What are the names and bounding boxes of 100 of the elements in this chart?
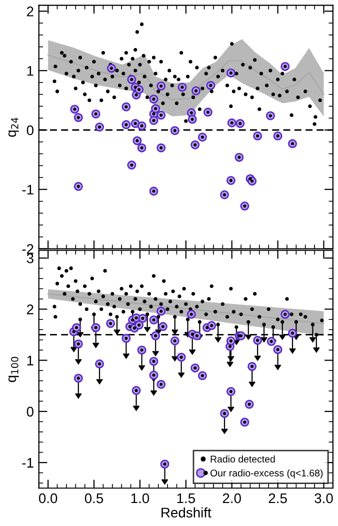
point: [188, 114, 197, 124]
x-axis-title: Redshift: [162, 507, 212, 518]
point: [273, 131, 282, 140]
point: [240, 202, 250, 211]
point: [244, 400, 254, 409]
point: [156, 380, 166, 389]
point: [122, 120, 131, 130]
x-tick-label: 1.5: [177, 494, 195, 504]
point: [226, 336, 236, 346]
x-tick-label: 0.5: [84, 493, 104, 504]
point: [156, 82, 166, 91]
point: [190, 363, 200, 372]
y-tick-label: 1: [27, 66, 34, 76]
point: [91, 109, 100, 118]
point: [151, 104, 160, 114]
point: [198, 132, 207, 142]
point: [178, 82, 187, 92]
point: [226, 68, 236, 78]
point: [127, 75, 136, 84]
y-tick-label: -2: [22, 244, 34, 254]
point: [91, 323, 100, 332]
point: [127, 160, 136, 170]
point: [266, 111, 275, 120]
point: [149, 356, 158, 366]
point: [106, 318, 116, 328]
point: [130, 118, 140, 128]
point: [137, 346, 146, 355]
point: [158, 322, 168, 332]
legend-label: Our radio-excess (q<1.68): [210, 469, 323, 478]
point: [253, 131, 262, 140]
point: [138, 314, 148, 323]
point: [137, 143, 146, 152]
point: [149, 315, 158, 324]
point: [280, 310, 290, 319]
y-tick-label: 0: [26, 125, 34, 136]
point: [207, 321, 216, 330]
point: [137, 121, 146, 130]
point: [288, 139, 297, 148]
point: [203, 108, 212, 117]
point: [149, 94, 158, 104]
point: [74, 339, 83, 348]
point: [192, 331, 202, 340]
point: [74, 374, 83, 383]
point: [156, 143, 166, 152]
point: [226, 176, 236, 185]
point: [132, 136, 142, 146]
y-tick-label: 2: [26, 6, 34, 16]
point: [106, 64, 116, 73]
point: [266, 336, 276, 346]
x-tick-label: 2.0: [222, 493, 241, 504]
point: [186, 310, 196, 319]
y-tick-label: -1: [22, 458, 34, 468]
x-tick-label: 3.0: [314, 493, 333, 504]
point: [95, 359, 104, 368]
y-axis-title: q$_{100}$: [8, 356, 19, 382]
point: [149, 186, 158, 196]
point: [134, 320, 144, 330]
y-axis-title: q$_{24}$: [8, 118, 19, 137]
legend-label: Radio detected: [210, 455, 275, 463]
y-tick-label: 3: [26, 253, 34, 264]
point: [170, 336, 180, 346]
point: [248, 362, 257, 371]
point: [190, 140, 200, 150]
point: [132, 386, 141, 395]
point: [253, 336, 262, 345]
point: [176, 352, 186, 362]
y-tick-label: 0: [26, 406, 34, 417]
point: [74, 113, 83, 122]
point: [160, 460, 170, 469]
point: [134, 85, 144, 94]
point: [151, 331, 160, 340]
point: [198, 371, 207, 380]
y-tick-label: 1: [27, 356, 34, 366]
point: [95, 122, 104, 132]
point: [192, 86, 201, 96]
point: [288, 328, 297, 338]
point: [220, 408, 229, 418]
point: [280, 62, 290, 71]
y-tick-label: -1: [22, 184, 34, 194]
point: [240, 418, 250, 427]
y-tick-label: 2: [26, 304, 34, 314]
point: [156, 110, 166, 120]
point: [149, 116, 158, 125]
x-tick-label: 2.5: [268, 493, 287, 504]
x-tick-label: 0.0: [38, 493, 58, 504]
point: [74, 182, 83, 191]
point: [122, 334, 131, 343]
point: [70, 104, 80, 114]
point: [220, 190, 229, 200]
x-tick-label: 1.0: [131, 493, 150, 504]
line-series: [48, 54, 324, 100]
point: [156, 306, 166, 316]
point: [226, 386, 236, 396]
point: [72, 323, 82, 332]
point: [236, 118, 245, 128]
point: [122, 102, 131, 112]
point: [227, 118, 236, 128]
point: [206, 80, 216, 90]
point: [234, 152, 244, 162]
point: [273, 345, 282, 354]
